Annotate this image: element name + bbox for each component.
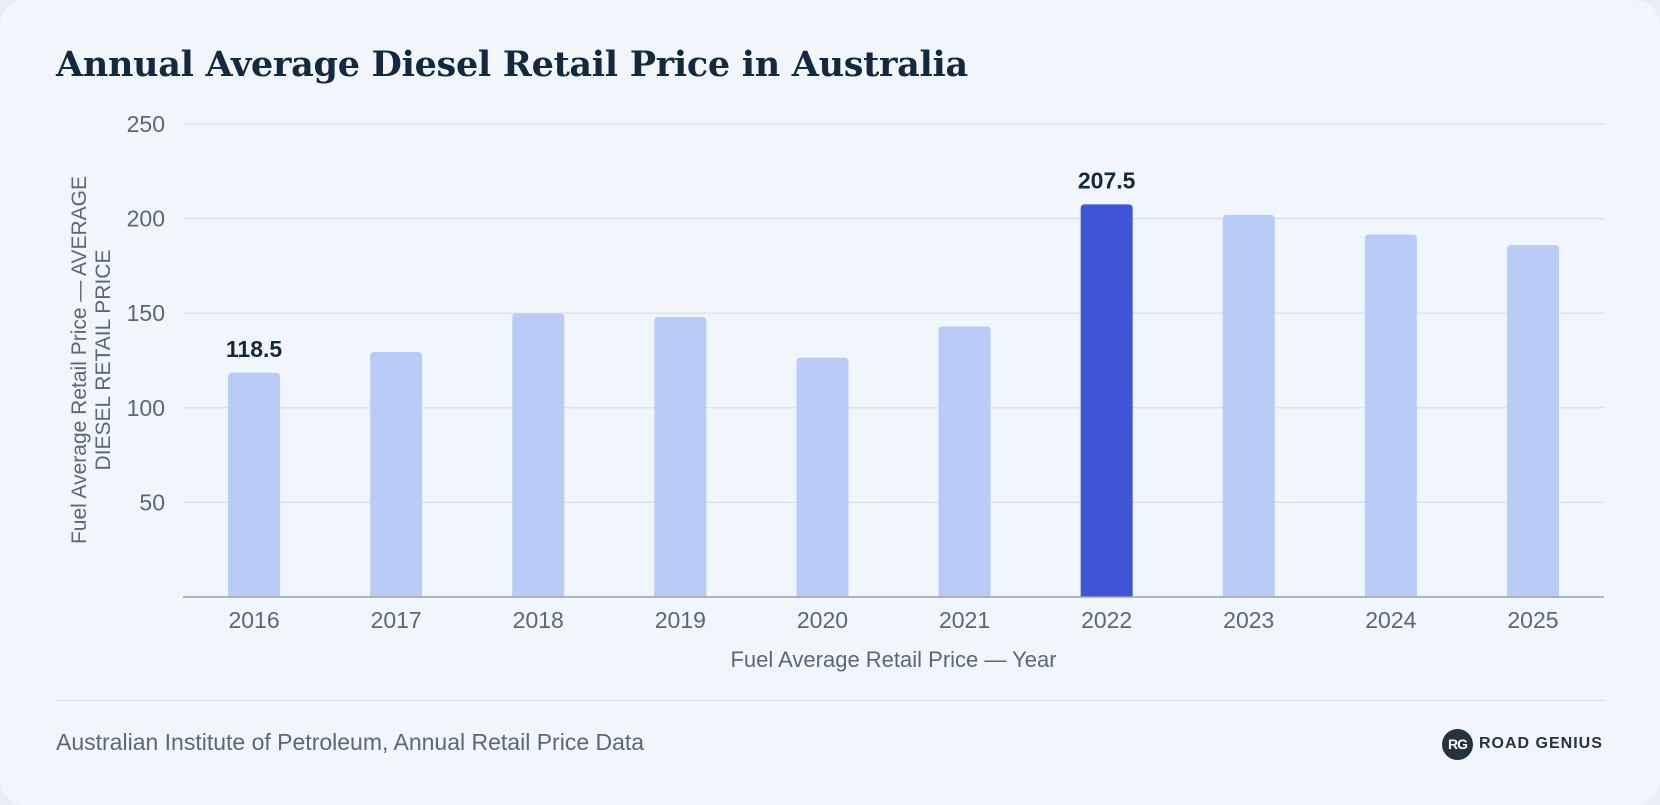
- bar-2021: [938, 326, 991, 597]
- bar-2019: [654, 316, 707, 597]
- x-tick-label: 2025: [1507, 607, 1558, 633]
- y-axis-label-line: DIESEL RETAIL PRICE: [92, 250, 115, 471]
- bar-2020: [796, 357, 849, 597]
- bar-2018: [512, 313, 565, 597]
- y-tick-label: 150: [127, 300, 165, 326]
- bar-2025: [1506, 245, 1559, 597]
- data-labels: 118.5 207.5: [226, 167, 1136, 361]
- x-tick-label: 2024: [1365, 607, 1416, 633]
- y-tick-label: 100: [127, 395, 165, 421]
- bar-2016: [228, 372, 281, 597]
- chart-title: Annual Average Diesel Retail Price in Au…: [56, 44, 968, 85]
- y-axis-ticks: 50 100 150 200 250: [127, 111, 165, 515]
- x-tick-label: 2017: [371, 607, 422, 633]
- y-axis-label-line: Fuel Average Retail Price — AVERAGE: [68, 176, 91, 544]
- y-tick-label: 200: [127, 206, 165, 232]
- y-tick-label: 250: [127, 111, 165, 137]
- x-tick-label: 2018: [513, 607, 564, 633]
- x-axis-ticks: 2016 2017 2018 2019 2020 2021 2022 2023 2024 2025: [228, 607, 1558, 633]
- x-tick-label: 2016: [228, 607, 279, 633]
- bar-2017: [370, 351, 423, 597]
- x-tick-label: 2022: [1081, 607, 1132, 633]
- bars: [228, 204, 1559, 598]
- logo-mark-icon: RG: [1442, 728, 1473, 760]
- source-note: Australian Institute of Petroleum, Annua…: [56, 729, 645, 755]
- bar-2023: [1222, 214, 1275, 598]
- x-tick-label: 2021: [939, 607, 990, 633]
- logo-text: ROAD GENIUS: [1479, 735, 1603, 752]
- x-tick-label: 2023: [1223, 607, 1274, 633]
- data-label-2016: 118.5: [226, 336, 282, 362]
- road-genius-logo: RG ROAD GENIUS: [1442, 727, 1603, 761]
- x-tick-label: 2019: [655, 607, 706, 633]
- y-tick-label: 50: [139, 489, 165, 515]
- x-axis-label: Fuel Average Retail Price — Year: [730, 647, 1056, 672]
- bar-2022: [1080, 204, 1133, 597]
- y-axis-label: Fuel Average Retail Price — AVERAGEDIESE…: [68, 176, 115, 544]
- bar-2024: [1364, 234, 1417, 597]
- x-tick-label: 2020: [797, 607, 848, 633]
- data-label-2022: 207.5: [1078, 167, 1136, 193]
- footer-divider: [56, 700, 1604, 701]
